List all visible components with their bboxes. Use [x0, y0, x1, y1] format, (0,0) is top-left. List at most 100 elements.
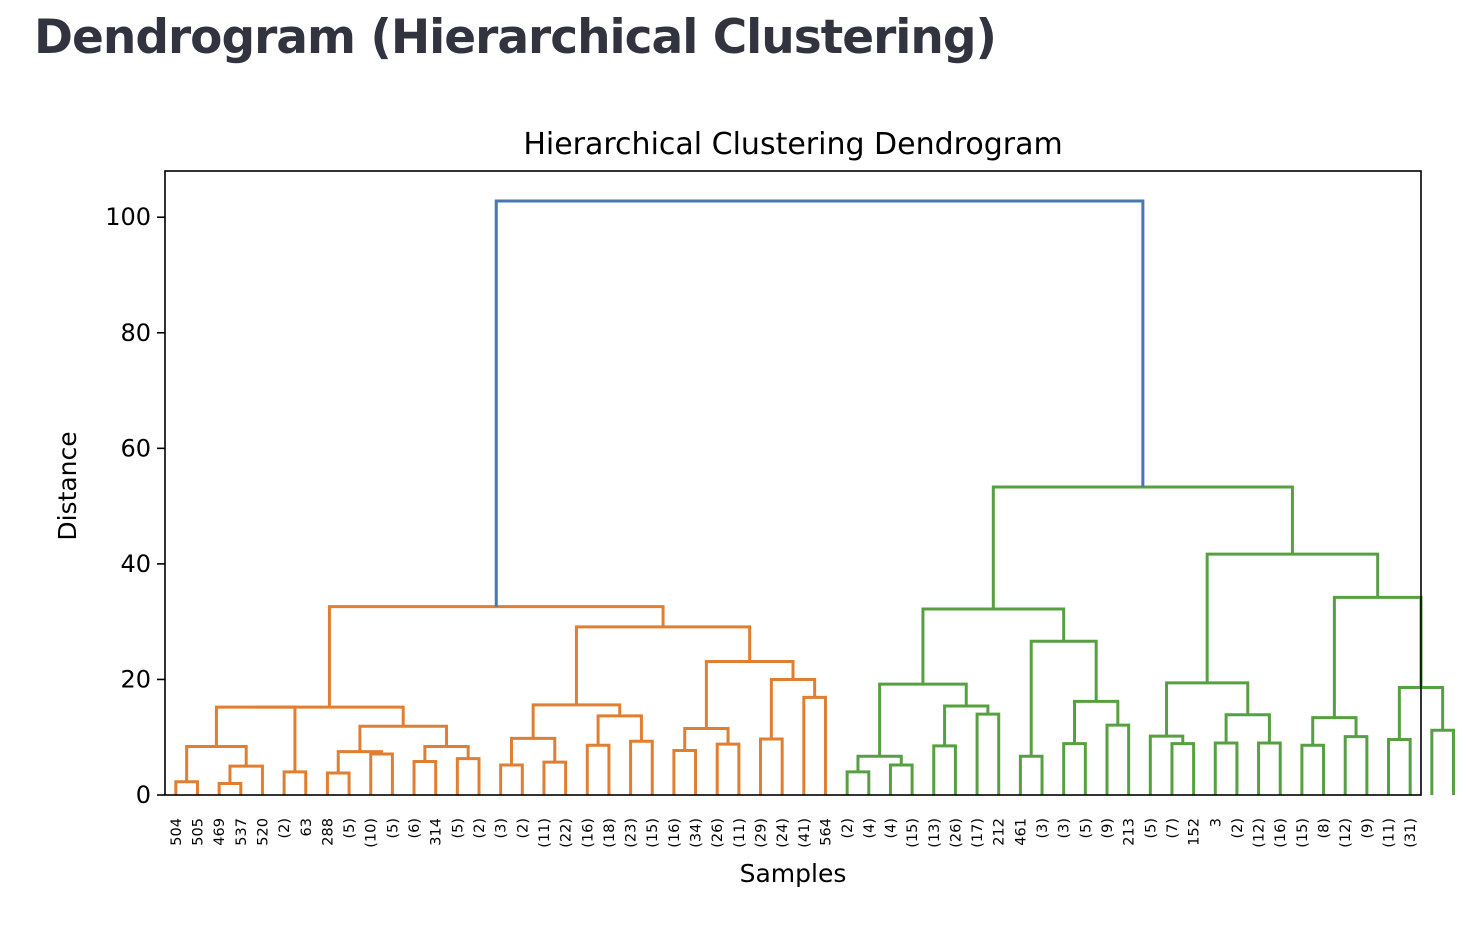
x-tick-label: (16)	[580, 818, 596, 848]
x-tick-label: (24)	[775, 818, 791, 848]
x-tick-label: (15)	[645, 818, 661, 848]
x-tick-label: (31)	[1403, 818, 1419, 848]
x-tick-label: (11)	[732, 818, 748, 848]
x-tick-label: (5)	[1143, 818, 1159, 839]
dendrogram-link	[1170, 742, 1196, 795]
x-tick-label: (12)	[1252, 818, 1268, 848]
dendrogram-link	[845, 770, 871, 795]
dendrogram-link	[1300, 743, 1326, 795]
dendrogram-link	[585, 743, 611, 795]
x-tick-label: 288	[320, 818, 336, 846]
x-tick-label: (3)	[1035, 818, 1051, 839]
x-tick-label: (34)	[689, 818, 705, 848]
dendrogram-link	[455, 757, 481, 795]
x-tick-label: (23)	[624, 818, 640, 848]
dendrogram-link	[878, 682, 968, 757]
dendrogram-link	[228, 764, 264, 795]
y-tick-label: 60	[120, 434, 151, 462]
dendrogram-link	[991, 485, 1294, 609]
dendrogram-link	[1224, 713, 1271, 743]
x-tick-label: 63	[299, 818, 315, 836]
dendrogram-link	[1343, 735, 1369, 795]
x-tick-label: 461	[1013, 818, 1029, 846]
x-tick-label: (22)	[559, 818, 575, 848]
dendrogram-link	[1311, 716, 1358, 746]
y-tick-label: 80	[120, 319, 151, 347]
dendrogram-link	[1257, 741, 1282, 795]
dendrogram-link	[1332, 595, 1423, 718]
x-tick-label: 564	[818, 818, 834, 846]
dendrogram-link	[217, 781, 243, 795]
dendrogram-link	[704, 660, 795, 729]
dendrogram-link	[325, 771, 351, 795]
x-tick-label: (12)	[1338, 818, 1354, 848]
chart-title: Hierarchical Clustering Dendrogram	[523, 127, 1062, 162]
dendrogram-link	[574, 625, 752, 705]
x-tick-label: (6)	[407, 818, 423, 839]
x-tick-label: (17)	[970, 818, 986, 848]
dendrogram-link	[542, 760, 568, 795]
x-tick-label: (4)	[883, 818, 899, 839]
dendrogram-link	[336, 750, 384, 774]
y-axis-label: Distance	[53, 431, 82, 540]
dendrogram-link	[174, 780, 199, 795]
page-title: Dendrogram (Hierarchical Clustering)	[34, 10, 997, 65]
dendrogram-link	[975, 712, 1001, 795]
dendrogram-link	[932, 744, 957, 795]
x-tick-label: (8)	[1317, 818, 1333, 839]
x-tick-label: (10)	[364, 818, 380, 848]
x-tick-label: 469	[212, 818, 228, 846]
x-tick-label: (5)	[450, 818, 466, 839]
x-tick-label: (15)	[1295, 818, 1311, 848]
dendrogram-link	[412, 759, 438, 795]
x-tick-label: (5)	[385, 818, 401, 839]
y-tick-label: 100	[105, 203, 151, 231]
dendrogram-link	[1029, 639, 1098, 757]
x-tick-label: (11)	[1382, 818, 1398, 848]
x-tick-label: (3)	[494, 818, 510, 839]
dendrogram-link	[759, 737, 784, 795]
x-tick-label: (29)	[754, 818, 770, 848]
x-tick-label: 520	[255, 818, 271, 846]
x-tick-label: 537	[234, 818, 250, 846]
x-tick-label: (4)	[862, 818, 878, 839]
x-tick-label: (41)	[797, 818, 813, 848]
dendrogram-link	[282, 770, 308, 795]
dendrogram-link	[683, 727, 730, 751]
x-tick-label: 213	[1122, 818, 1138, 846]
x-tick-label: (11)	[537, 818, 553, 848]
x-tick-label: 505	[190, 818, 206, 846]
dendrogram-link	[943, 704, 990, 746]
x-tick-label: (5)	[1078, 818, 1094, 839]
dendrogram-link	[531, 703, 622, 739]
y-axis-ticks: 0 20 40 60 80 100	[105, 203, 165, 809]
x-tick-label: (26)	[710, 818, 726, 848]
dendrogram-link	[1018, 754, 1044, 795]
x-tick-label: (2)	[515, 818, 531, 839]
x-tick-label: 152	[1187, 818, 1203, 846]
x-tick-label: (5)	[342, 818, 358, 839]
dendrogram-link	[1387, 738, 1412, 795]
dendrogram-link	[327, 605, 665, 708]
x-tick-label: (16)	[667, 818, 683, 848]
dendrogram-link	[423, 744, 470, 762]
dendrogram-link	[769, 677, 817, 739]
y-tick-label: 20	[120, 665, 151, 693]
x-tick-label: (7)	[1165, 818, 1181, 839]
dendrogram-link	[499, 763, 524, 795]
x-tick-label: (2)	[1230, 818, 1246, 839]
x-tick-label: (9)	[1100, 818, 1116, 839]
dendrogram-link	[802, 695, 827, 795]
dendrogram-link	[856, 754, 903, 772]
x-tick-label: (15)	[905, 818, 921, 848]
dendrogram-link	[1062, 742, 1087, 795]
dendrogram-link	[369, 752, 394, 795]
dendrogram-links	[174, 199, 1455, 795]
dendrogram-link	[629, 739, 654, 795]
x-tick-label: 314	[429, 818, 445, 846]
x-tick-label: (16)	[1273, 818, 1289, 848]
dendrogram-link	[214, 705, 297, 772]
dendrogram-link	[255, 705, 405, 727]
